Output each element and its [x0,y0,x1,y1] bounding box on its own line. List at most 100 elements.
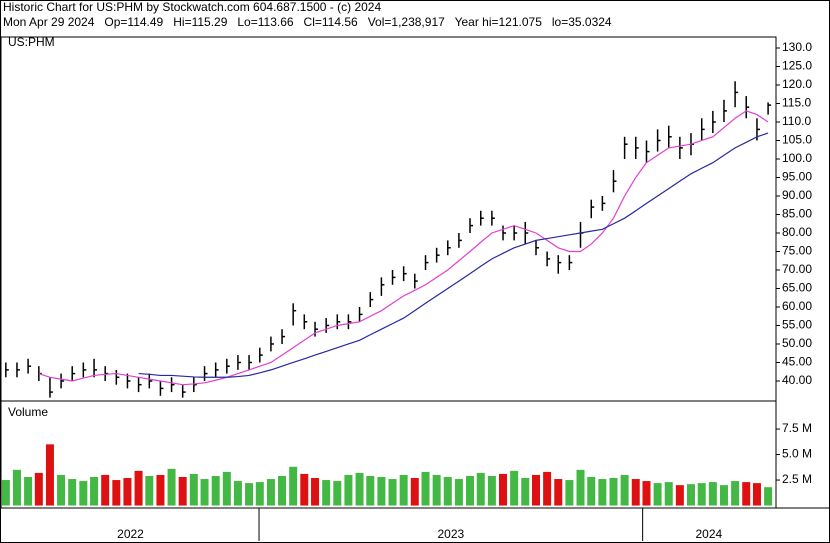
volume-bar [178,476,187,506]
volume-bar [377,476,386,506]
volume-bar [532,474,541,506]
volume-bar [366,475,375,506]
volume-bar [752,483,761,506]
volume-bar [145,475,154,506]
volume-bar [90,476,99,506]
y-tick-label: 100.0 [782,151,812,165]
y-tick-label: 115.0 [782,96,811,110]
y-tick-label: 7.5 M [782,421,812,435]
y-tick-label: 60.00 [782,299,812,313]
volume-bar [300,473,309,506]
volume-bar [266,479,275,506]
volume-bar [510,470,519,506]
volume-bar [565,480,574,506]
volume-bar [156,474,165,506]
volume-bar [388,479,397,506]
volume-bar [708,482,717,506]
y-tick-label: 70.00 [782,262,812,276]
volume-bar [686,484,695,506]
volume-bar [620,474,629,506]
volume-bar [432,474,441,506]
volume-bar [487,475,496,506]
y-tick-label: 125.0 [782,59,812,73]
volume-bar [278,475,287,506]
volume-bar [233,481,242,506]
volume-bar [34,472,43,506]
volume-bar [454,479,463,506]
volume-bar [443,476,452,506]
volume-bar [576,469,585,506]
volume-bar [123,478,132,506]
panel-label: US:PHM [8,35,55,49]
x-tick-label: 2023 [437,527,464,541]
volume-bar [289,466,298,506]
chart-title: Historic Chart for US:PHM by Stockwatch.… [3,0,381,14]
volume-bar [466,475,475,506]
x-tick-label: 2022 [117,527,144,541]
volume-bar [642,481,651,506]
y-tick-label: 120.0 [782,77,812,91]
volume-bar [653,483,662,506]
volume-bar [12,469,21,506]
x-tick-label: 2024 [695,527,722,541]
volume-bar [410,478,419,506]
volume-bar [521,478,530,506]
volume-bar [68,479,77,506]
volume-bar [554,479,563,506]
volume-bar [112,480,121,506]
volume-bar [222,471,231,506]
y-tick-label: 75.00 [782,244,812,258]
volume-bar [322,480,331,506]
volume-bar [211,475,220,506]
chart-subtitle: Mon Apr 29 2024 Op=114.49 Hi=115.29 Lo=1… [3,15,612,29]
volume-bar [543,471,552,506]
volume-bar [664,482,673,506]
y-tick-label: 130.0 [782,40,812,54]
volume-bar [742,482,751,506]
moving-average [38,110,769,386]
volume-bar [675,485,684,506]
volume-bar [697,483,706,506]
volume-bar [311,478,320,506]
y-tick-label: 105.0 [782,133,812,147]
moving-average [138,132,769,378]
y-tick-label: 45.00 [782,355,812,369]
volume-bar [499,473,508,506]
volume-bar [45,444,54,506]
y-tick-label: 110.0 [782,114,811,128]
volume-bar [421,471,430,506]
panel-label: Volume [8,405,48,419]
volume-bar [1,480,10,506]
volume-bar [167,468,176,506]
volume-bar [476,472,485,506]
volume-bar [631,479,640,506]
volume-bar [101,474,110,506]
volume-bar [333,481,342,506]
y-tick-label: 40.00 [782,373,812,387]
y-tick-label: 55.00 [782,318,812,332]
volume-bar [255,482,264,506]
volume-bar [245,483,254,506]
volume-bar [24,476,33,506]
y-tick-label: 50.00 [782,336,812,350]
y-tick-label: 85.00 [782,207,812,221]
volume-bar [598,479,607,506]
y-tick-label: 95.00 [782,170,812,184]
volume-bar [189,473,198,506]
volume-bar [355,472,364,506]
y-tick-label: 80.00 [782,225,812,239]
volume-bar [57,474,66,506]
y-tick-label: 5.0 M [782,447,812,461]
y-tick-label: 65.00 [782,281,812,295]
volume-bar [134,470,143,506]
volume-bar [764,487,773,506]
y-tick-label: 90.00 [782,188,812,202]
volume-bar [587,476,596,506]
volume-bar [731,481,740,506]
volume-bar [719,485,728,506]
volume-bar [609,478,618,506]
volume-bar [344,474,353,506]
volume-bar [399,474,408,506]
